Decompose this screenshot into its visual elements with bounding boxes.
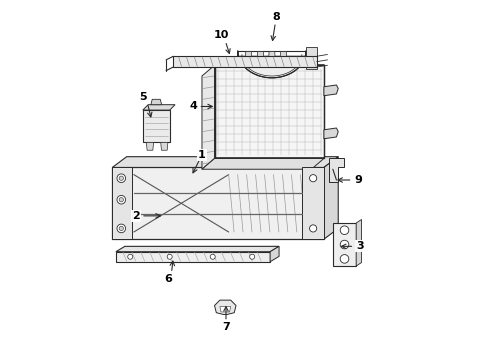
Polygon shape [215,65,324,158]
Polygon shape [306,47,317,69]
Text: 6: 6 [164,274,172,284]
Text: 8: 8 [272,12,280,22]
Text: 7: 7 [222,322,230,332]
Circle shape [167,254,172,259]
Circle shape [210,254,215,259]
Circle shape [340,240,349,249]
Text: 9: 9 [354,175,362,185]
Polygon shape [202,158,324,169]
Polygon shape [161,142,168,150]
Polygon shape [116,246,279,252]
Text: 3: 3 [356,241,364,251]
Polygon shape [143,110,170,142]
Polygon shape [270,246,279,262]
Circle shape [128,254,133,259]
Text: 10: 10 [214,30,229,40]
Polygon shape [112,167,132,239]
Polygon shape [112,157,338,167]
Polygon shape [173,56,317,67]
Polygon shape [151,99,162,105]
Circle shape [117,195,125,204]
Polygon shape [280,51,287,67]
Circle shape [310,225,317,232]
Circle shape [310,53,313,56]
Polygon shape [324,128,338,139]
Circle shape [310,58,313,62]
Circle shape [310,175,317,182]
Circle shape [310,63,313,67]
Polygon shape [269,51,275,67]
Text: 5: 5 [139,92,147,102]
Polygon shape [302,167,324,239]
Polygon shape [202,65,215,169]
Polygon shape [220,307,231,312]
Polygon shape [333,223,356,266]
Polygon shape [329,158,343,182]
Circle shape [250,254,255,259]
Text: 2: 2 [132,211,140,221]
Text: 1: 1 [198,150,206,160]
Circle shape [119,198,123,202]
Polygon shape [238,51,306,78]
Circle shape [340,226,349,234]
Polygon shape [324,85,338,96]
Polygon shape [257,51,264,67]
Polygon shape [143,105,175,110]
Polygon shape [245,51,252,67]
Circle shape [119,226,123,230]
Polygon shape [116,252,270,262]
Polygon shape [147,142,153,150]
Polygon shape [215,300,236,315]
Polygon shape [356,220,362,266]
Polygon shape [112,167,324,239]
Circle shape [117,174,125,183]
Circle shape [340,255,349,263]
Circle shape [117,224,125,233]
Circle shape [119,176,123,180]
Text: 4: 4 [189,102,197,112]
Polygon shape [324,157,338,239]
